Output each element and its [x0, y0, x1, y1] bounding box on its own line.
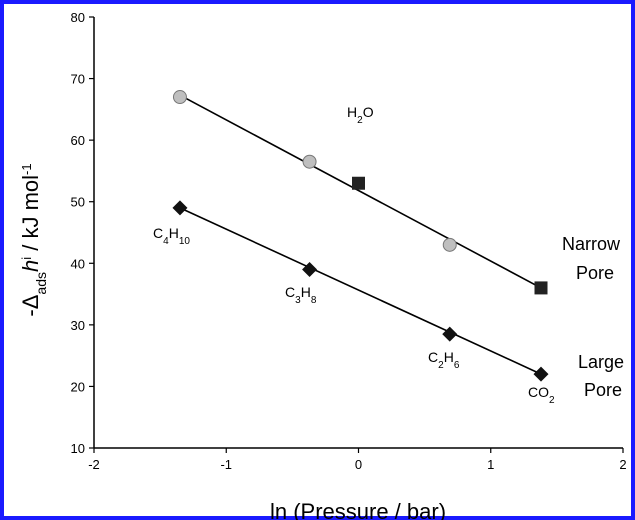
trendlines — [179, 94, 542, 375]
data-point-diamond — [172, 200, 188, 216]
data-point-diamond — [302, 261, 318, 277]
y-axis-title-unit-sup: -1 — [19, 163, 34, 175]
y-tick-label: 70 — [71, 72, 85, 87]
x-tick-label: -2 — [88, 457, 100, 472]
label-large-pore: Pore — [584, 380, 622, 400]
y-tick-label: 30 — [71, 318, 85, 333]
y-axis-title-suffix: / kJ mol — [18, 175, 43, 257]
trendline — [179, 207, 542, 375]
y-axis-title-prefix: -Δ — [18, 294, 43, 316]
x-tick-label: -1 — [220, 457, 232, 472]
y-tick-label: 20 — [71, 379, 85, 394]
label-h2o: H2O — [347, 104, 374, 126]
y-tick-label: 10 — [71, 441, 85, 456]
trendline — [179, 94, 542, 289]
label-large: Large — [578, 352, 624, 372]
y-axis-title-sup: i — [19, 257, 34, 260]
label-narrow-pore: Pore — [576, 263, 614, 283]
data-point-circle — [172, 90, 187, 105]
y-tick-label: 80 — [71, 10, 85, 25]
y-ticks: 10 20 30 40 50 60 70 80 — [71, 10, 94, 456]
x-tick-label: 0 — [355, 457, 362, 472]
data-point-diamond — [442, 326, 458, 342]
y-axis-title-var: h — [18, 260, 43, 272]
y-axis-title-sub: ads — [33, 272, 49, 295]
x-tick-label: 2 — [619, 457, 626, 472]
data-point-square — [352, 176, 365, 190]
label-c4h10: C4H10 — [153, 225, 190, 247]
label-co2: CO2 — [528, 384, 555, 406]
label-narrow: Narrow — [562, 234, 621, 254]
x-tick-label: 1 — [487, 457, 494, 472]
x-axis-title: ln (Pressure / bar) — [270, 499, 446, 520]
data-point-circle — [302, 154, 317, 169]
y-tick-label: 40 — [71, 256, 85, 271]
y-axis-title: -Δadshi / kJ mol-1 — [18, 163, 49, 316]
data-point-circle — [442, 237, 457, 252]
data-points — [172, 90, 549, 382]
label-c3h8: C3H8 — [285, 284, 317, 306]
data-point-square — [534, 281, 548, 295]
y-tick-label: 60 — [71, 133, 85, 148]
y-tick-label: 50 — [71, 195, 85, 210]
x-ticks: -2 -1 0 1 2 — [88, 448, 627, 472]
label-c2h6: C2H6 — [428, 349, 460, 371]
data-point-diamond — [533, 366, 549, 382]
